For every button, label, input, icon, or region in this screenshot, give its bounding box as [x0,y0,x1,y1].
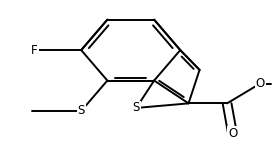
Text: F: F [31,44,38,57]
Text: O: O [255,77,265,90]
Text: O: O [228,127,237,140]
Text: S: S [133,101,140,114]
Text: S: S [78,104,85,117]
